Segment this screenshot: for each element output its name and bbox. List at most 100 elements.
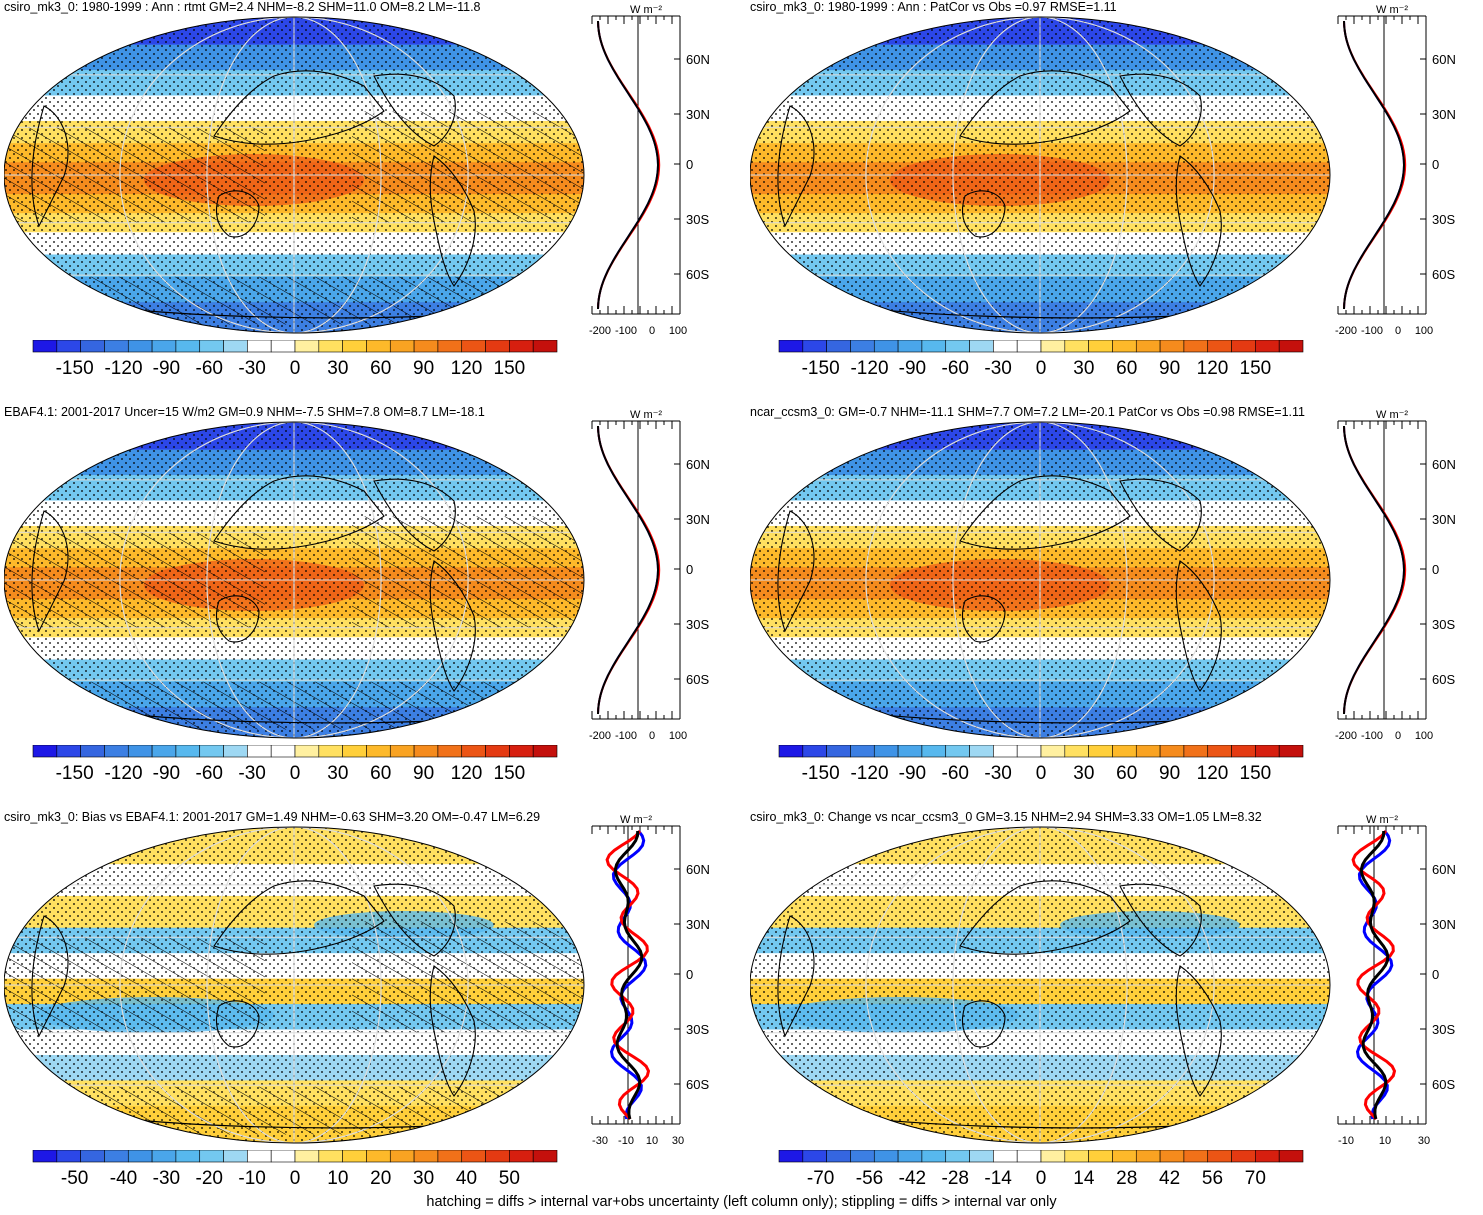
colorbar-label: -120	[850, 358, 888, 379]
colorbar-label: 90	[413, 763, 434, 784]
coastline	[1119, 478, 1202, 552]
colorbar-swatch	[1207, 745, 1232, 758]
coastline	[213, 880, 385, 955]
lat-label: 60S	[686, 267, 709, 282]
colorbar: -50 -40 -30 -20 -10 0 10 20 30 40 50	[32, 1150, 558, 1189]
colorbar-label: 120	[1197, 763, 1229, 784]
colorbar-label: -150	[56, 358, 94, 379]
coastline	[961, 190, 1006, 238]
graticule	[206, 422, 382, 738]
colorbar-label: -30	[238, 763, 265, 784]
graticule	[206, 827, 382, 1143]
colorbar-label: 30	[1073, 763, 1094, 784]
lat-label: 30S	[1432, 1022, 1455, 1037]
profile-tick-label: -200	[1335, 730, 1357, 742]
colorbar-swatch	[532, 745, 558, 758]
coastline	[31, 915, 69, 1038]
colorbar-swatch	[247, 340, 272, 353]
map-border	[750, 421, 1331, 739]
colorbar-swatch	[32, 745, 58, 758]
colorbar-label: 0	[290, 358, 301, 379]
colorbar-label: 70	[1245, 1168, 1266, 1189]
panel-p6: csiro_mk3_0: Change vs ncar_ccsm3_0 GM=3…	[746, 810, 1483, 1215]
colorbar-swatch	[223, 745, 248, 758]
profile-tick-label: 10	[646, 1135, 658, 1147]
profile-tick-label: 100	[1415, 730, 1433, 742]
colorbar-swatch	[1183, 1150, 1209, 1163]
coastline	[373, 73, 456, 147]
colorbar-swatch	[485, 1150, 510, 1163]
profile-model-line	[1343, 425, 1407, 715]
map-plot	[750, 826, 1331, 1144]
colorbar-swatch	[1183, 340, 1209, 353]
profile-model-line	[1351, 830, 1397, 1121]
colorbar-swatch	[1231, 745, 1256, 758]
colorbar-swatch	[80, 1150, 105, 1163]
coastline	[959, 880, 1131, 955]
colorbar-swatch	[32, 340, 58, 353]
colorbar-swatch	[1183, 745, 1209, 758]
profile-tick-label: 30	[1418, 1135, 1430, 1147]
colorbar-label: 20	[370, 1168, 391, 1189]
colorbar-label: 14	[1073, 1168, 1095, 1189]
coastline	[1175, 560, 1222, 692]
profile-tick-label: 0	[649, 325, 655, 337]
colorbar-swatch	[151, 340, 177, 353]
panel-p1: csiro_mk3_0: 1980-1999 : Ann : rtmt GM=2…	[0, 0, 741, 405]
colorbar-swatch	[104, 1150, 129, 1163]
coastline	[373, 478, 456, 552]
colorbar: -70 -56 -42 -28 -14 0 14 28 42 56 70	[778, 1150, 1304, 1189]
colorbar-label: -14	[984, 1168, 1012, 1189]
colorbar-swatch	[1278, 745, 1304, 758]
colorbar-swatch	[1112, 1150, 1137, 1163]
colorbar-swatch	[270, 1150, 296, 1163]
colorbar-swatch	[897, 340, 923, 353]
colorbar-swatch	[437, 1150, 463, 1163]
colorbar-swatch	[850, 340, 875, 353]
map-plot	[4, 16, 585, 334]
colorbar-swatch	[318, 1150, 343, 1163]
colorbar-label: -150	[802, 358, 840, 379]
colorbar-swatch	[850, 745, 875, 758]
colorbar-swatch	[945, 340, 970, 353]
colorbar-swatch	[921, 1150, 947, 1163]
panel-title: csiro_mk3_0: 1980-1999 : Ann : rtmt GM=2…	[4, 0, 481, 14]
colorbar-label: -90	[153, 358, 180, 379]
lat-label: 60N	[686, 862, 710, 877]
colorbar-swatch	[223, 340, 248, 353]
colorbar-label: -90	[899, 358, 926, 379]
colorbar-swatch	[921, 340, 947, 353]
map-plot	[750, 16, 1331, 334]
colorbar-swatch	[342, 340, 367, 353]
lat-label: 30S	[1432, 617, 1455, 632]
profile-tick-label: 10	[1379, 1135, 1391, 1147]
colorbar-swatch	[342, 1150, 367, 1163]
profile-model-line	[1343, 20, 1407, 310]
colorbar-label: 42	[1159, 1168, 1180, 1189]
profile-tick-label: 0	[1395, 325, 1401, 337]
colorbar-swatch	[826, 745, 851, 758]
profile-mean-line	[597, 425, 660, 715]
zonal-profile: 60N 30N 0 30S 60S W m⁻² -200 -100 0 100	[589, 4, 710, 337]
graticule	[119, 422, 469, 738]
lat-label: 60S	[1432, 267, 1455, 282]
profile-obs-line	[1355, 830, 1394, 1120]
colorbar-swatch	[223, 1150, 248, 1163]
colorbar-swatch	[1064, 340, 1089, 353]
profile-unit: W m⁻²	[630, 409, 662, 421]
colorbar-swatch	[342, 745, 367, 758]
colorbar-swatch	[1040, 745, 1066, 758]
coastline	[961, 595, 1006, 643]
graticule	[206, 17, 382, 333]
colorbar-swatch	[802, 340, 827, 353]
colorbar-label: -120	[104, 763, 142, 784]
colorbar-swatch	[294, 1150, 320, 1163]
profile-tick-label: 100	[669, 730, 687, 742]
colorbar-label: 150	[494, 763, 526, 784]
profile-obs-line	[597, 425, 660, 715]
colorbar-label: 60	[370, 358, 391, 379]
map-plot	[4, 421, 585, 739]
coastline	[213, 475, 385, 550]
colorbar: -150 -120 -90 -60 -30 0 30 60 90 120 150	[32, 745, 558, 784]
lat-label: 30N	[1432, 107, 1456, 122]
